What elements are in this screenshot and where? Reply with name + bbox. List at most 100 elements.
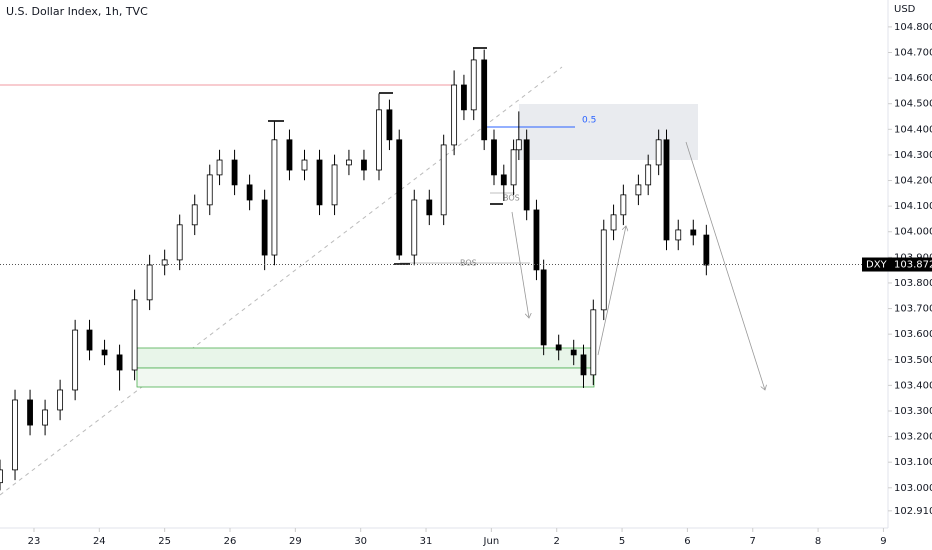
y-tick-label: 104.400: [894, 124, 932, 135]
candle-body: [533, 209, 540, 271]
y-tick-label: 102.910: [894, 506, 932, 517]
y-tick-label: 104.200: [894, 176, 932, 187]
candle-body: [331, 164, 338, 206]
candle-body: [346, 159, 352, 166]
candle-body: [515, 139, 522, 151]
price-value: 103.872: [894, 260, 932, 271]
y-tick-label: 103.500: [894, 355, 932, 366]
demand-zone: [136, 367, 595, 388]
x-tick-label: 5: [619, 536, 625, 547]
candle-body: [470, 59, 477, 111]
candle-body: [286, 139, 293, 171]
chart-title: U.S. Dollar Index, 1h, TVC: [6, 5, 148, 18]
candle-body: [42, 409, 48, 426]
candle-body: [12, 399, 18, 471]
y-tick-label: 103.300: [894, 406, 932, 417]
candle-body: [131, 299, 138, 371]
candle-body: [27, 399, 33, 426]
candle-body: [703, 234, 710, 266]
candle-body: [246, 184, 253, 201]
candle-body: [580, 354, 587, 376]
x-tick-label: 25: [158, 536, 171, 547]
candle-body: [411, 199, 418, 256]
candle-body: [510, 149, 517, 186]
candle-body: [491, 139, 497, 176]
x-tick-label: 7: [750, 536, 756, 547]
y-tick-label: 103.200: [894, 432, 932, 443]
candle-body: [645, 164, 652, 186]
y-tick-label: 103.000: [894, 483, 932, 494]
drawings: [0, 0, 889, 529]
y-tick-label: 104.600: [894, 73, 932, 84]
x-tick-label: 26: [224, 536, 237, 547]
supply-zone: [519, 104, 698, 160]
x-tick-label: 23: [28, 536, 41, 547]
y-tick-label: 103.800: [894, 278, 932, 289]
swing-markers: [268, 47, 503, 265]
x-tick-label: 6: [684, 536, 690, 547]
candle-body: [451, 84, 458, 146]
price-tag: [862, 257, 932, 272]
candle-body: [610, 214, 617, 231]
x-tick-label: 2: [554, 536, 560, 547]
candle-body: [481, 59, 488, 141]
candle-body: [301, 159, 308, 171]
x-tick-label: 29: [289, 536, 302, 547]
candle-body: [440, 144, 447, 216]
candle-body: [161, 259, 168, 266]
candle-body: [191, 204, 198, 226]
candle-body: [57, 389, 64, 411]
candle-body: [146, 264, 153, 301]
candle-body: [690, 229, 697, 236]
candle-body: [555, 344, 562, 351]
candle-body: [590, 309, 597, 376]
candle-body: [72, 329, 79, 391]
candle-body: [600, 229, 607, 311]
candle-body: [216, 159, 223, 176]
y-tick-label: 104.500: [894, 99, 932, 110]
arrow: [685, 141, 765, 390]
candle-body: [0, 469, 3, 484]
candle-body: [206, 174, 213, 206]
x-tick-label: 24: [93, 536, 106, 547]
candle-body: [231, 159, 238, 186]
candle-body: [376, 109, 382, 171]
x-tick-label: Jun: [483, 536, 500, 547]
y-tick-label: 103.700: [894, 304, 932, 315]
arrow: [597, 226, 626, 356]
bos-label: BOS: [503, 194, 520, 203]
fib-label: 0.5: [582, 116, 596, 126]
candle-body: [675, 229, 682, 241]
candle-body: [620, 194, 627, 216]
candle-body: [461, 84, 467, 111]
candle-body: [176, 224, 183, 261]
candle-body: [101, 349, 108, 356]
x-tick-label: 8: [815, 536, 821, 547]
candle-body: [86, 329, 93, 351]
x-tick-label: 30: [354, 536, 367, 547]
y-tick-label: 104.000: [894, 227, 932, 238]
candle-body: [361, 159, 367, 171]
y-tick-label: 104.700: [894, 47, 932, 58]
candle-body: [261, 199, 268, 256]
candle-body: [523, 139, 530, 211]
x-tick-label: 9: [880, 536, 886, 547]
currency: USD: [894, 4, 916, 15]
candle-body: [426, 199, 433, 216]
candle-body: [316, 159, 323, 206]
candle-body: [396, 139, 403, 256]
candle-body: [271, 139, 278, 256]
candle-body: [570, 349, 577, 356]
y-tick-label: 103.400: [894, 380, 932, 391]
candle-body: [655, 139, 662, 166]
candle-body: [540, 269, 547, 346]
trend-line: [0, 66, 563, 496]
y-tick-label: 103.600: [894, 329, 932, 340]
x-tick-label: 31: [420, 536, 433, 547]
price-symbol: DXY: [866, 260, 888, 271]
candle-body: [663, 139, 670, 241]
candle-body: [635, 184, 642, 196]
y-tick-label: 104.300: [894, 150, 932, 161]
arrow: [511, 211, 529, 318]
